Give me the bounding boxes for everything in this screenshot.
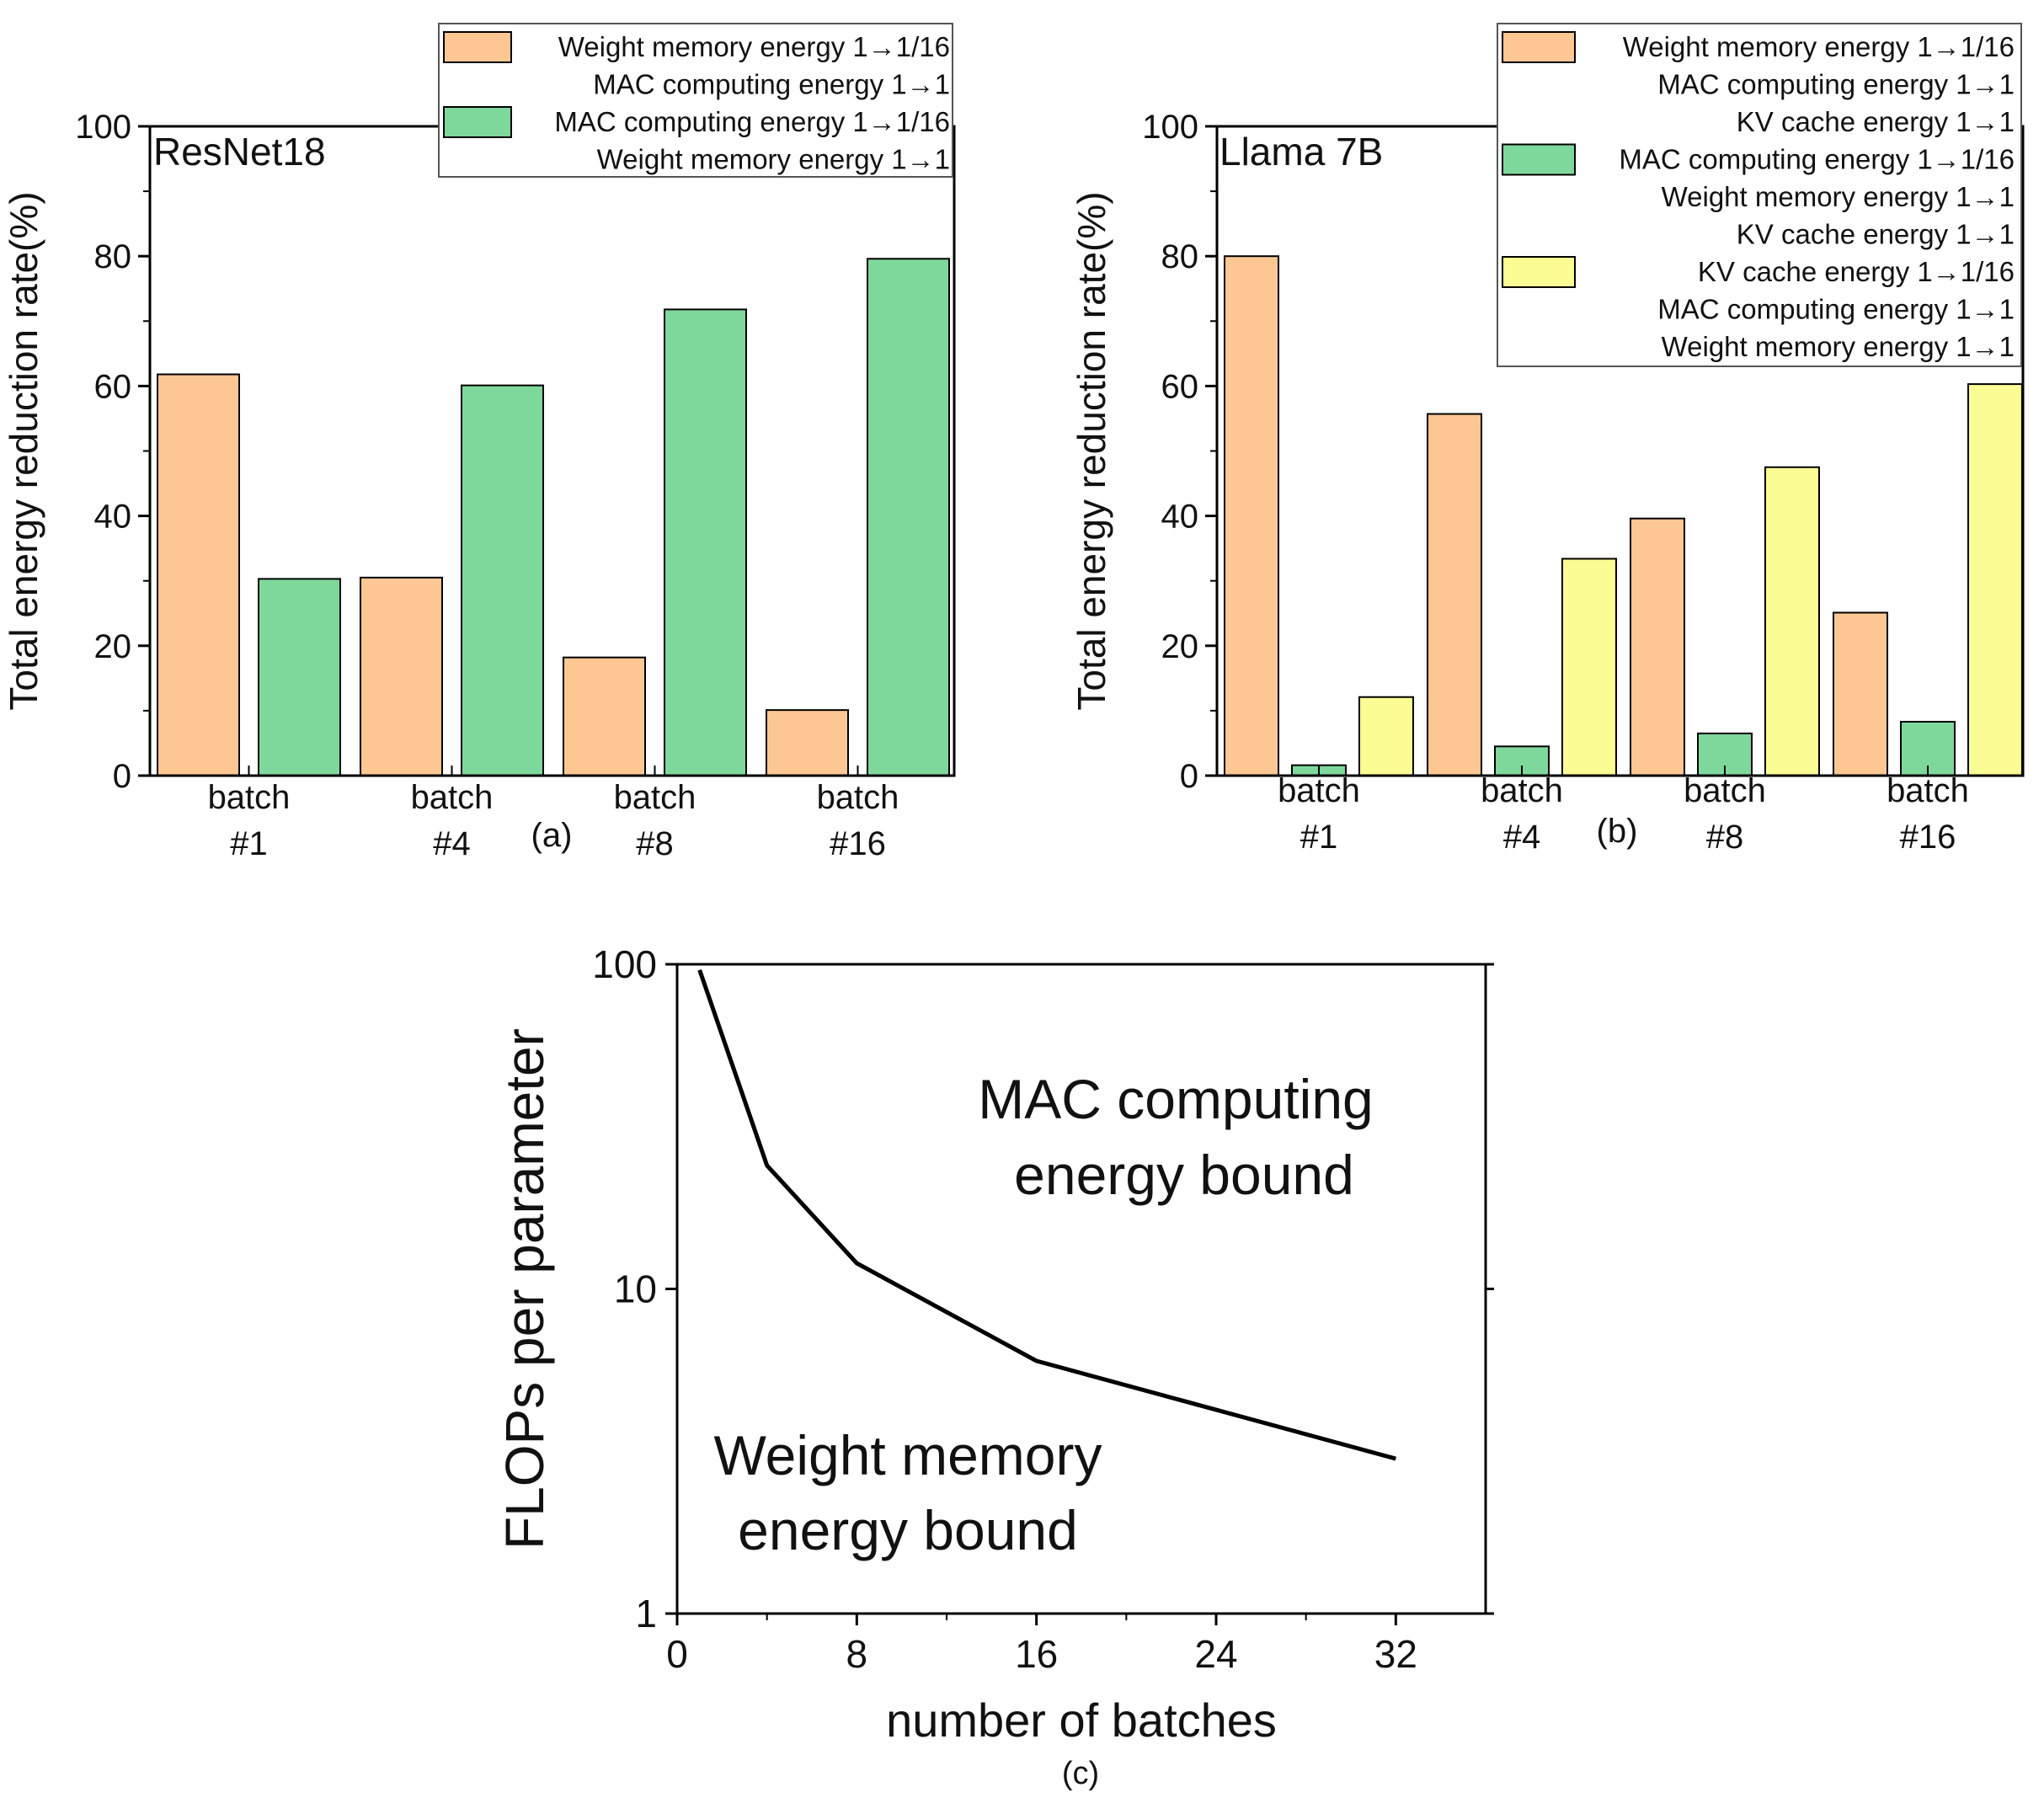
y-tick-label: 60 [94,368,132,405]
y-axis-label: FLOPs per parameter [494,1028,555,1550]
panel-label: (c) [1062,1756,1099,1791]
x-tick-label: 0 [666,1632,688,1676]
x-tick-label: 32 [1374,1632,1417,1676]
panel-label: (a) [531,817,573,854]
category-label: batch [1278,772,1360,809]
data-line [697,968,1396,1461]
bar-mac-2 [461,384,544,776]
annotation-weight-bound: energy bound [738,1499,1078,1561]
category-label: batch [817,779,899,816]
category-label: batch [1684,772,1766,809]
y-axis-label: Total energy reduction rate(%) [2,191,45,710]
legend-text: MAC computing energy 1→1 [593,69,950,100]
legend-text: KV cache energy 1→1/16 [1698,256,2015,287]
bar-kv-2 [1561,558,1617,777]
bar-weight-1 [1224,255,1279,776]
inset-title: Llama 7B [1219,130,1383,173]
panel-c: 0 8 16 24 32 1 10 100 number of batches FLOPs per… [494,942,1494,1791]
y-tick-label: 0 [113,758,131,795]
category-label: #1 [230,825,268,862]
y-axis-label: Total energy reduction rate(%) [1070,191,1113,710]
bar-weight-1 [157,373,240,776]
bar-mac-3 [664,308,747,776]
annotation-weight-bound: Weight memory [714,1424,1102,1486]
legend-swatch-1 [443,31,512,63]
legend-text: Weight memory energy 1→1 [1662,331,2015,362]
legend-text: KV cache energy 1→1 [1737,219,2015,250]
legend-text: MAC computing energy 1→1/16 [554,106,950,137]
panel-a: batch #1 batch #4 batch #8 batch #16 0 20 40 60 80 10… [2,23,956,862]
legend: Weight memory energy 1→1/16 MAC computing… [1497,23,2022,367]
legend-text: Weight memory energy 1→1/16 [1623,31,2015,62]
y-tick-label: 1 [635,1592,657,1635]
legend-text: Weight memory energy 1→1 [1662,181,2015,212]
legend-box [1497,23,2022,367]
y-tick-label: 10 [614,1267,657,1311]
y-tick-label: 100 [75,109,131,146]
category-label: batch [614,779,696,816]
bar-kv-3 [1764,466,1820,777]
panel-label: (b) [1597,813,1638,850]
y-tick-label: 80 [94,238,132,275]
y-tick-label: 80 [1161,238,1199,275]
category-label: #1 [1300,819,1338,856]
bar-weight-3 [563,656,646,776]
y-tick-label: 60 [1161,368,1199,405]
category-label: batch [1887,772,1969,809]
category-label: batch [208,779,291,816]
bar-weight-2 [1427,413,1482,776]
legend-swatch-1 [1502,31,1576,63]
y-tick-label: 100 [1142,109,1198,146]
bar-mac-4 [867,258,950,776]
bar-weight-3 [1630,517,1685,777]
legend-swatch-3 [1502,256,1576,288]
y-tick-label: 20 [1161,628,1199,665]
legend-text: Weight memory energy 1→1/16 [558,31,950,62]
bar-kv-4 [1967,383,2023,776]
legend-box [438,23,953,178]
x-tick-label: 24 [1194,1632,1237,1676]
legend: Weight memory energy 1→1/16 MAC computing… [438,23,953,178]
bar-weight-4 [766,709,849,777]
legend-text: KV cache energy 1→1 [1737,106,2015,137]
legend-text: Weight memory energy 1→1 [597,144,950,175]
category-label: #4 [433,825,471,862]
category-label: batch [411,779,494,816]
category-label: #16 [830,825,886,862]
annotation-mac-bound: MAC computing [978,1068,1374,1130]
y-tick-label: 40 [1161,499,1199,536]
y-tick-label: 0 [1180,758,1198,795]
bar-mac-1 [258,578,341,777]
category-label: #16 [1900,819,1956,856]
x-tick-label: 8 [846,1632,868,1676]
bar-weight-2 [360,576,443,776]
legend-swatch-2 [443,106,512,138]
inset-title: ResNet18 [153,130,326,173]
legend-text: MAC computing energy 1→1 [1657,69,2015,100]
panel-b: batch #1 batch #4 batch #8 batch #16 0 20 40 60 80 10… [1070,23,2025,856]
legend-text: MAC computing energy 1→1 [1657,294,2015,325]
category-label: #8 [636,825,674,862]
bar-kv-1 [1358,696,1414,776]
y-tick-label: 40 [94,499,132,536]
category-label: #8 [1706,819,1744,856]
category-label: batch [1481,772,1563,809]
x-axis-label: number of batches [886,1694,1277,1747]
y-tick-label: 20 [94,628,132,665]
legend-text: MAC computing energy 1→1/16 [1619,144,2015,175]
legend-swatch-2 [1502,143,1576,176]
category-label: #4 [1503,819,1541,856]
annotation-mac-bound: energy bound [1014,1144,1354,1206]
bar-weight-4 [1833,611,1888,776]
y-tick-label: 100 [592,942,657,986]
x-tick-label: 16 [1015,1632,1058,1676]
